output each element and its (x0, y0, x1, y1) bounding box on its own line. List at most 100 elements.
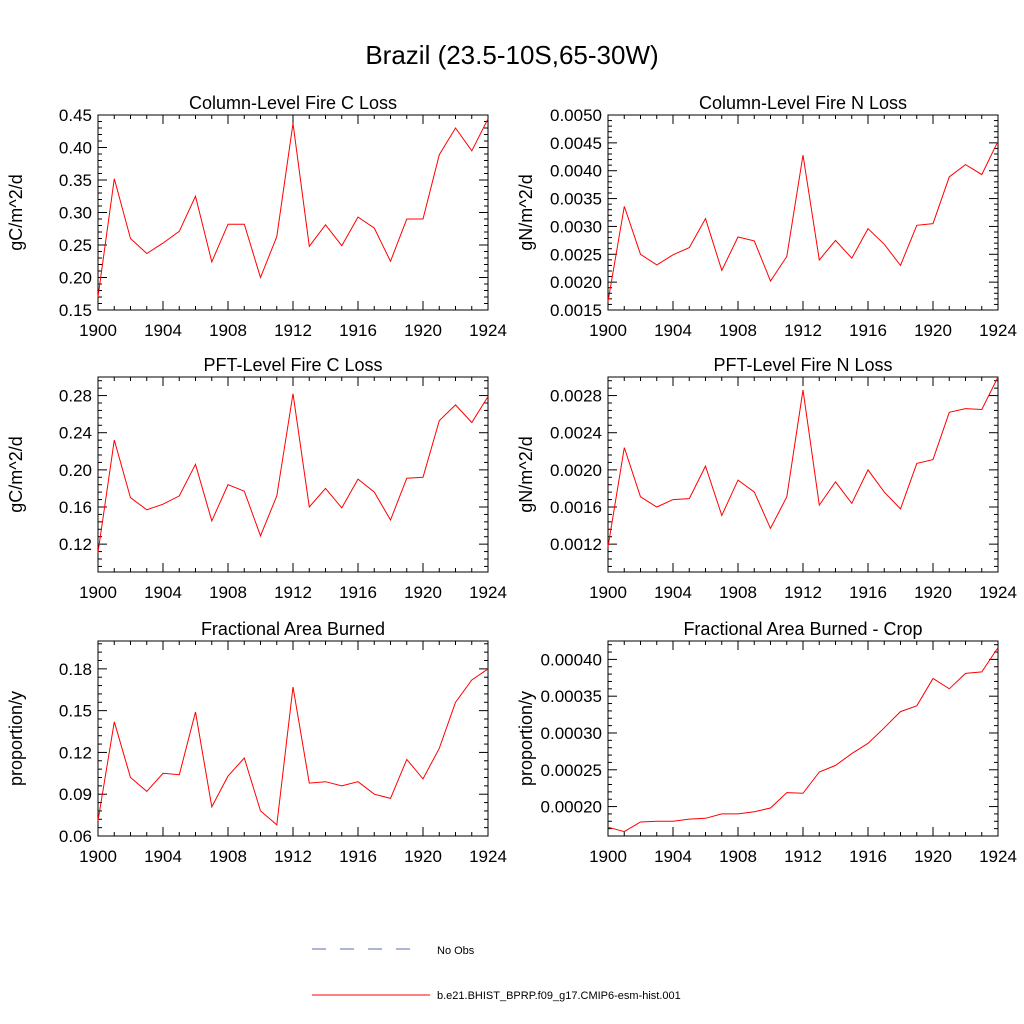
panel-2: Column-Level Fire N Loss gN/m^2/d 1900 1904… (516, 93, 1017, 340)
y-tick-label: 0.09 (59, 785, 92, 804)
panel-3: PFT-Level Fire C Loss gC/m^2/d 1900 1904 190… (6, 355, 507, 602)
y-tick-label: 0.16 (59, 498, 92, 517)
y-tick-label: 0.30 (59, 204, 92, 223)
y-tick-label: 0.12 (59, 743, 92, 762)
y-axis-label: gC/m^2/d (6, 436, 26, 512)
plot-frame (607, 640, 999, 837)
y-tick-label: 0.0040 (550, 162, 602, 181)
plot-frame (97, 376, 489, 573)
y-tick-label: 0.0020 (550, 461, 602, 480)
x-tick-label: 1912 (274, 583, 312, 602)
series-line (607, 140, 999, 302)
y-tick-label: 0.0045 (550, 134, 602, 153)
x-tick-label: 1920 (404, 321, 442, 340)
x-tick-label: 1916 (339, 321, 377, 340)
y-tick-label: 0.28 (59, 387, 92, 406)
x-tick-label: 1912 (784, 321, 822, 340)
plot-frame (607, 376, 999, 573)
panel-title: Fractional Area Burned (201, 619, 385, 639)
figure-title: Brazil (23.5-10S,65-30W) (365, 40, 658, 70)
y-tick-label: 0.0025 (550, 245, 602, 264)
y-tick-label: 0.24 (59, 424, 92, 443)
series-line (607, 647, 999, 833)
y-axis-label: proportion/y (6, 691, 26, 786)
y-axis-label: gC/m^2/d (6, 174, 26, 250)
x-tick-label: 1912 (274, 321, 312, 340)
x-tick-label: 1920 (914, 583, 952, 602)
y-tick-label: 0.0012 (550, 535, 602, 554)
legend: No Obs b.e21.BHIST_BPRP.f09_g17.CMIP6-es… (312, 945, 681, 1002)
y-tick-label: 0.15 (59, 301, 92, 320)
panel-1: Column-Level Fire C Loss gC/m^2/d 1900 1904… (6, 93, 507, 340)
x-tick-label: 1908 (719, 847, 757, 866)
x-tick-label: 1912 (274, 847, 312, 866)
y-tick-label: 0.45 (59, 106, 92, 125)
x-tick-label: 1924 (469, 321, 507, 340)
plot-frame (607, 114, 999, 311)
y-axis-label: proportion/y (516, 691, 536, 786)
y-tick-label: 0.40 (59, 139, 92, 158)
panel-6: Fractional Area Burned - Crop proportion/… (516, 619, 1017, 866)
y-tick-label: 0.0050 (550, 106, 602, 125)
x-tick-label: 1908 (209, 583, 247, 602)
panels: Column-Level Fire C Loss gC/m^2/d 1900 1904… (6, 93, 1017, 866)
x-tick-label: 1916 (339, 583, 377, 602)
y-tick-label: 0.35 (59, 171, 92, 190)
y-tick-label: 0.0024 (550, 424, 602, 443)
panel-title: Column-Level Fire N Loss (699, 93, 907, 113)
panel-5: Fractional Area Burned proportion/y 1900 19… (6, 619, 507, 866)
x-tick-label: 1904 (654, 321, 692, 340)
y-tick-label: 0.0030 (550, 217, 602, 236)
x-tick-label: 1924 (979, 583, 1017, 602)
y-axis-label: gN/m^2/d (516, 174, 536, 250)
panel-4: PFT-Level Fire N Loss gN/m^2/d 1900 1904 190… (516, 355, 1017, 602)
x-tick-label: 1900 (589, 321, 627, 340)
x-tick-label: 1916 (849, 321, 887, 340)
x-tick-label: 1900 (79, 847, 117, 866)
y-tick-label: 0.00030 (541, 724, 602, 743)
x-tick-label: 1916 (849, 583, 887, 602)
y-tick-label: 0.0035 (550, 190, 602, 209)
y-tick-label: 0.20 (59, 269, 92, 288)
y-tick-label: 0.00025 (541, 761, 602, 780)
x-tick-label: 1908 (719, 583, 757, 602)
x-tick-label: 1916 (849, 847, 887, 866)
x-tick-label: 1900 (79, 321, 117, 340)
y-tick-label: 0.0015 (550, 301, 602, 320)
y-tick-label: 0.00035 (541, 687, 602, 706)
series-line (97, 393, 489, 553)
panel-title: PFT-Level Fire N Loss (713, 355, 892, 375)
panel-title: Fractional Area Burned - Crop (683, 619, 922, 639)
x-tick-label: 1904 (144, 321, 182, 340)
y-tick-label: 0.18 (59, 660, 92, 679)
series-line (97, 118, 489, 298)
x-tick-label: 1908 (209, 847, 247, 866)
x-tick-label: 1904 (144, 847, 182, 866)
y-tick-label: 0.25 (59, 236, 92, 255)
x-tick-label: 1904 (654, 583, 692, 602)
plot-frame (97, 640, 489, 837)
y-tick-label: 0.12 (59, 535, 92, 554)
x-tick-label: 1900 (589, 847, 627, 866)
y-axis-label: gN/m^2/d (516, 436, 536, 512)
x-tick-label: 1924 (469, 583, 507, 602)
y-tick-label: 0.0028 (550, 387, 602, 406)
legend-obs-label: No Obs (437, 945, 475, 957)
plot-frame (97, 114, 489, 311)
y-tick-label: 0.00040 (541, 650, 602, 669)
x-tick-label: 1900 (589, 583, 627, 602)
x-tick-label: 1908 (209, 321, 247, 340)
x-tick-label: 1900 (79, 583, 117, 602)
x-tick-label: 1920 (404, 847, 442, 866)
panel-title: PFT-Level Fire C Loss (203, 355, 382, 375)
y-tick-label: 0.06 (59, 827, 92, 846)
y-tick-label: 0.20 (59, 461, 92, 480)
x-tick-label: 1924 (979, 847, 1017, 866)
y-tick-label: 0.0020 (550, 273, 602, 292)
legend-model-label: b.e21.BHIST_BPRP.f09_g17.CMIP6-esm-hist.… (437, 990, 681, 1002)
x-tick-label: 1924 (469, 847, 507, 866)
x-tick-label: 1924 (979, 321, 1017, 340)
y-tick-label: 0.15 (59, 702, 92, 721)
panel-title: Column-Level Fire C Loss (189, 93, 397, 113)
